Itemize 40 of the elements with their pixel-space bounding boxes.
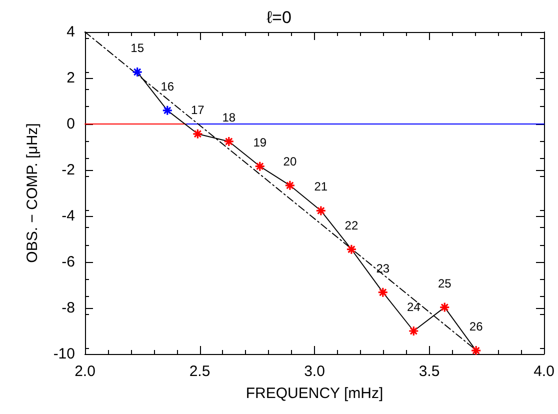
y-tick-label: -8 bbox=[62, 300, 75, 316]
y-tick-label: -4 bbox=[62, 208, 75, 224]
point bbox=[284, 180, 296, 191]
annotation: 18 bbox=[222, 110, 236, 124]
point bbox=[132, 66, 143, 78]
annotation: 23 bbox=[376, 261, 390, 276]
point bbox=[192, 128, 203, 140]
point bbox=[224, 136, 234, 147]
point bbox=[346, 244, 357, 255]
annotation: 25 bbox=[438, 276, 452, 290]
point bbox=[316, 205, 326, 216]
point bbox=[470, 345, 482, 356]
x-tick-label: 2.5 bbox=[189, 363, 210, 380]
y-tick-label: -6 bbox=[62, 254, 75, 270]
y-tick-label: 2 bbox=[66, 70, 75, 86]
y-tick-label: -10 bbox=[53, 346, 75, 362]
x-tick-label: 4.0 bbox=[534, 363, 554, 380]
annotation: 16 bbox=[160, 79, 174, 94]
annotation: 24 bbox=[406, 300, 421, 314]
annotation: 20 bbox=[283, 154, 297, 168]
y-axis-title: OBS. − COMP. [μHz] bbox=[24, 123, 41, 263]
point bbox=[439, 302, 450, 313]
y-tick-label: 0 bbox=[66, 116, 75, 132]
annotation: 19 bbox=[253, 135, 267, 150]
annotation: 17 bbox=[191, 102, 205, 117]
x-tick-label: 2.0 bbox=[74, 363, 96, 380]
y-tick-label: 4 bbox=[66, 24, 75, 40]
x-tick-label: 3.5 bbox=[418, 363, 440, 380]
point bbox=[254, 161, 266, 172]
annotation: 21 bbox=[314, 180, 328, 194]
annotation: 22 bbox=[344, 218, 358, 232]
annotation: 26 bbox=[469, 320, 484, 334]
annotation: 15 bbox=[130, 41, 144, 56]
point bbox=[408, 326, 419, 336]
point bbox=[162, 105, 173, 116]
y-tick-label: -2 bbox=[62, 162, 75, 178]
chart-title: ℓ=0 bbox=[266, 8, 292, 27]
x-axis-title: FREQUENCY [mHz] bbox=[246, 385, 384, 402]
x-tick-label: 3.0 bbox=[304, 363, 325, 380]
point bbox=[378, 287, 388, 298]
